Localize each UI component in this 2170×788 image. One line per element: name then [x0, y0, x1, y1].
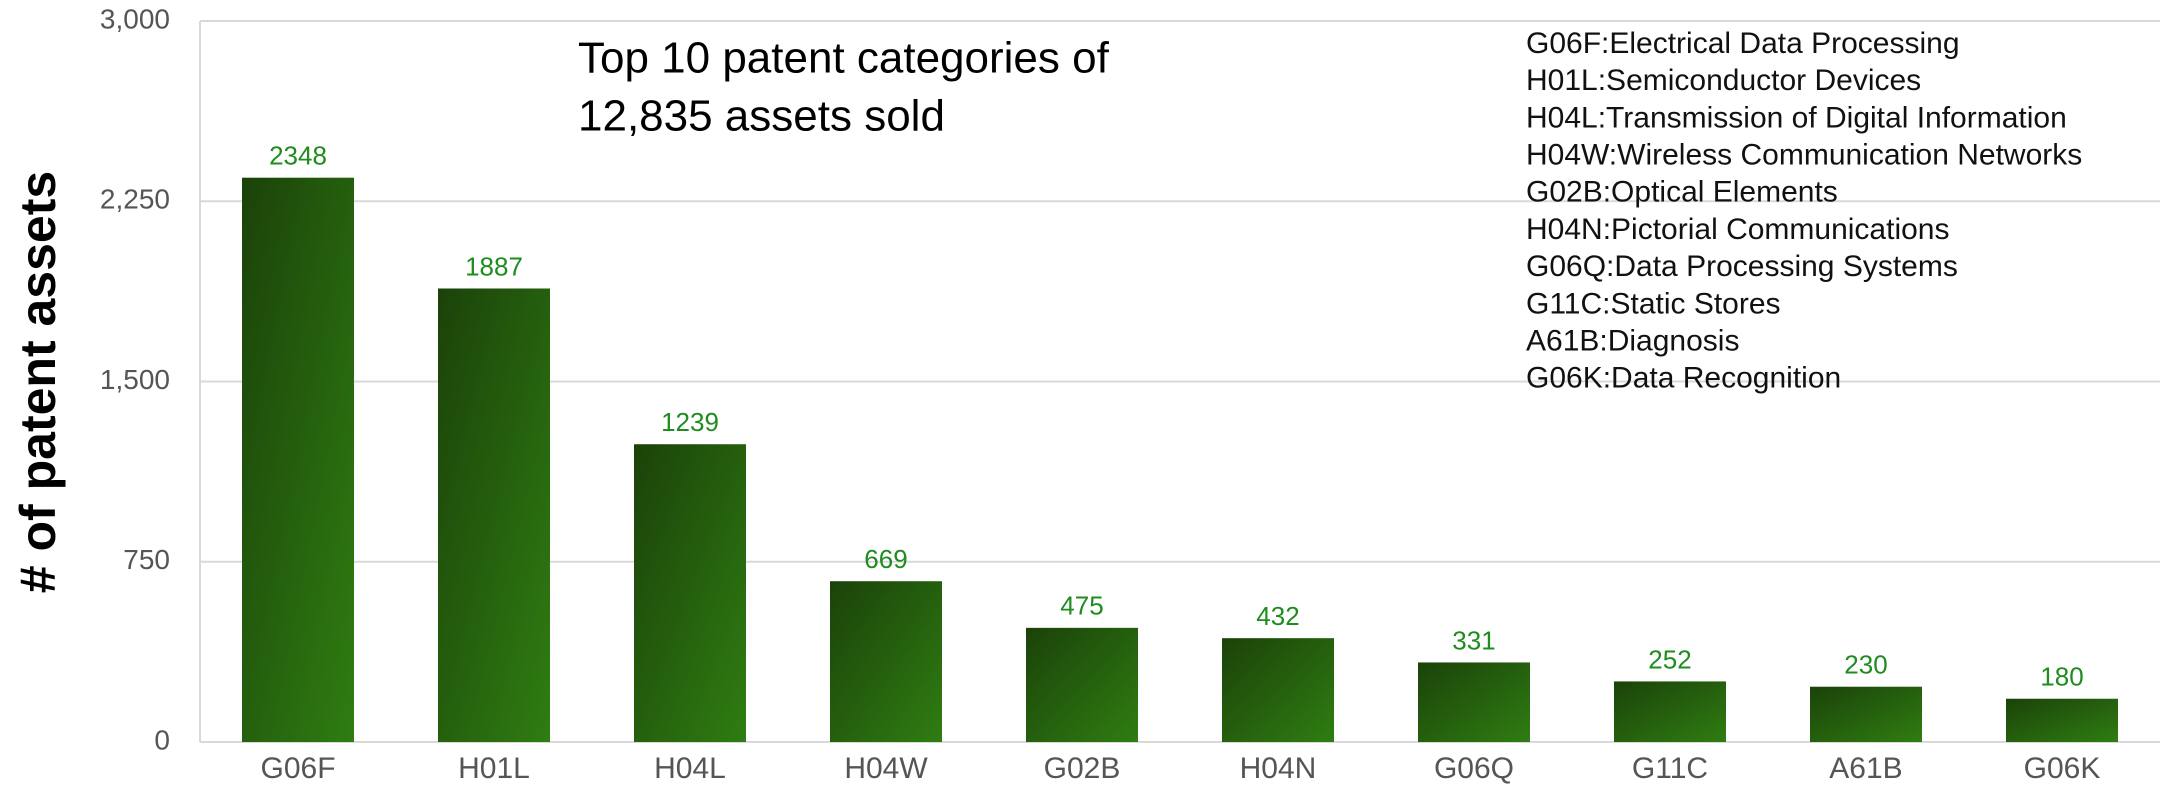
x-tick-label: G06F: [260, 752, 335, 785]
value-label: 180: [2040, 662, 2083, 692]
chart-title: Top 10 patent categories of: [578, 34, 1110, 83]
x-tick-label: G11C: [1632, 752, 1708, 785]
bar: [1222, 638, 1334, 742]
legend-note: H04W:Wireless Communication Networks: [1526, 139, 2082, 172]
bar: [1418, 662, 1530, 742]
bar: [830, 581, 942, 742]
y-tick-label: 750: [123, 544, 170, 575]
x-tick-label: H04W: [844, 752, 928, 785]
bar: [1614, 681, 1726, 742]
legend-note: H01L:Semiconductor Devices: [1526, 64, 1921, 97]
x-tick-label: H04N: [1240, 752, 1317, 785]
legend-note: G06Q:Data Processing Systems: [1526, 250, 1958, 283]
value-label: 1887: [465, 251, 523, 281]
x-tick-label: G06K: [2024, 752, 2101, 785]
x-tick-label: G06Q: [1434, 752, 1514, 785]
value-label: 252: [1648, 644, 1691, 674]
bar: [1026, 627, 1138, 742]
value-label: 2348: [269, 141, 327, 171]
value-label: 331: [1452, 625, 1495, 655]
legend-note: G06K:Data Recognition: [1526, 362, 1841, 395]
bar: [634, 444, 746, 742]
x-tick-label: A61B: [1829, 752, 1902, 785]
y-tick-label: 1,500: [100, 364, 170, 395]
legend-note: H04L:Transmission of Digital Information: [1526, 101, 2067, 134]
value-label: 230: [1844, 650, 1887, 680]
value-label: 475: [1060, 591, 1103, 621]
bar: [2006, 698, 2118, 742]
legend-note: G11C:Static Stores: [1526, 287, 1781, 320]
x-tick-label: H01L: [458, 752, 530, 785]
legend-note: G06F:Electrical Data Processing: [1526, 27, 1960, 60]
y-tick-label: 0: [154, 724, 170, 755]
value-label: 432: [1256, 601, 1299, 631]
y-tick-label: 2,250: [100, 184, 170, 215]
x-tick-label: G02B: [1044, 752, 1121, 785]
legend-note: G02B:Optical Elements: [1526, 176, 1838, 209]
legend-note: H04N:Pictorial Communications: [1526, 213, 1950, 246]
value-label: 1239: [661, 407, 719, 437]
value-label: 669: [864, 544, 907, 574]
chart-title: 12,835 assets sold: [578, 92, 945, 141]
bar: [438, 288, 550, 742]
y-tick-label: 3,000: [100, 3, 170, 34]
bar: [1810, 686, 1922, 742]
y-axis-label: # of patent assets: [10, 171, 66, 593]
x-tick-label: H04L: [654, 752, 726, 785]
legend-note: A61B:Diagnosis: [1526, 325, 1739, 358]
bar: [242, 177, 354, 742]
